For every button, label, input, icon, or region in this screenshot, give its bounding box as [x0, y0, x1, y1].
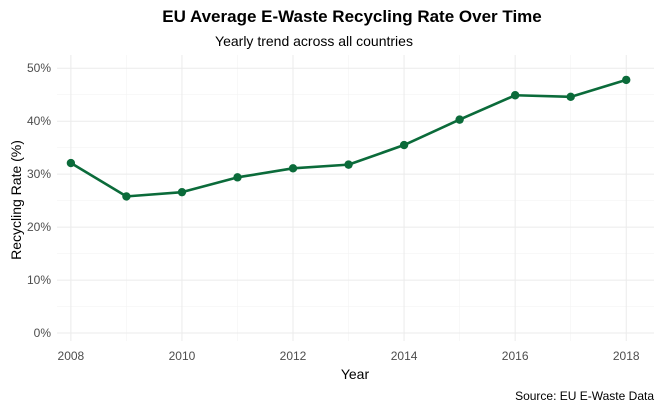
x-tick-label: 2010: [169, 349, 196, 363]
x-tick-label: 2018: [613, 349, 640, 363]
y-tick-label: 30%: [27, 167, 51, 181]
chart-caption: Source: EU E-Waste Data: [515, 389, 654, 403]
y-tick-label: 10%: [27, 273, 51, 287]
x-tick-label: 2016: [502, 349, 529, 363]
y-axis-ticks: 0% 10% 20% 30% 40% 50%: [27, 61, 51, 340]
data-point: [622, 75, 631, 85]
x-tick-label: 2014: [391, 349, 418, 363]
chart-title: EU Average E-Waste Recycling Rate Over T…: [162, 7, 542, 26]
data-point: [66, 158, 76, 168]
x-axis-ticks: 2008 2010 2012 2014 2016 2018: [58, 349, 640, 363]
data-point: [510, 91, 520, 100]
data-point: [233, 173, 242, 182]
data-point: [399, 140, 409, 150]
data-point: [122, 192, 131, 201]
data-point: [455, 115, 464, 124]
y-axis-title: Recycling Rate (%): [8, 140, 24, 260]
y-tick-label: 20%: [27, 220, 51, 234]
data-point: [288, 164, 298, 173]
data-point: [566, 92, 575, 102]
data-point: [177, 187, 187, 197]
x-tick-label: 2012: [280, 349, 307, 363]
chart-subtitle: Yearly trend across all countries: [215, 33, 413, 49]
x-axis-title: Year: [341, 366, 370, 382]
y-tick-label: 50%: [27, 61, 51, 75]
series-group: [66, 75, 631, 201]
grid: [57, 55, 654, 341]
y-tick-label: 0%: [34, 326, 52, 340]
y-tick-label: 40%: [27, 114, 51, 128]
x-tick-label: 2008: [58, 349, 85, 363]
data-point: [344, 160, 353, 169]
